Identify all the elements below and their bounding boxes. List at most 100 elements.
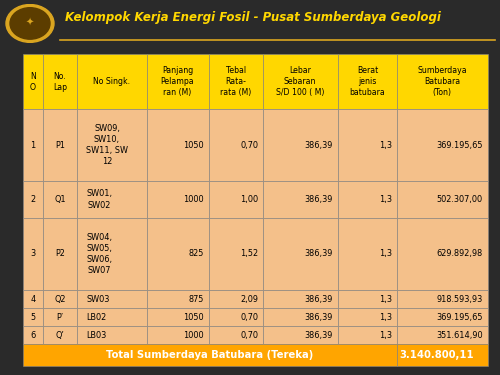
Text: 351.614,90: 351.614,90 <box>436 331 483 340</box>
Bar <box>22 109 43 182</box>
Bar <box>77 109 146 182</box>
Text: SW09,
SW10,
SW11, SW
12: SW09, SW10, SW11, SW 12 <box>86 124 128 166</box>
Bar <box>397 290 488 308</box>
Bar <box>338 290 397 308</box>
Bar <box>43 290 77 308</box>
Bar <box>77 54 146 109</box>
Text: ✦: ✦ <box>26 18 34 28</box>
Bar <box>263 217 338 290</box>
Bar <box>397 345 488 366</box>
Bar <box>338 109 397 182</box>
Text: 502.307,00: 502.307,00 <box>436 195 483 204</box>
Bar <box>208 290 263 308</box>
Circle shape <box>6 4 54 42</box>
Text: SW01,
SW02: SW01, SW02 <box>86 189 112 210</box>
Bar <box>208 54 263 109</box>
Text: 6: 6 <box>30 331 36 340</box>
Text: 1,3: 1,3 <box>380 195 392 204</box>
Text: 875: 875 <box>188 295 204 304</box>
Text: 825: 825 <box>188 249 204 258</box>
Bar <box>397 182 488 218</box>
Bar <box>263 54 338 109</box>
Text: No Singk.: No Singk. <box>93 77 130 86</box>
Text: 369.195,65: 369.195,65 <box>436 313 483 322</box>
Bar <box>22 290 43 308</box>
Text: 3: 3 <box>30 249 36 258</box>
Bar <box>208 217 263 290</box>
Text: Tebal
Rata-
rata (M): Tebal Rata- rata (M) <box>220 66 252 97</box>
Bar <box>397 217 488 290</box>
Text: No.
Lap: No. Lap <box>53 72 67 92</box>
Bar <box>208 182 263 218</box>
Text: 1,52: 1,52 <box>240 249 258 258</box>
Text: LB03: LB03 <box>86 331 106 340</box>
Text: P2: P2 <box>55 249 65 258</box>
Circle shape <box>10 8 50 39</box>
Bar <box>22 308 43 326</box>
Bar <box>77 308 146 326</box>
Bar <box>263 308 338 326</box>
Bar <box>77 182 146 218</box>
Bar <box>397 109 488 182</box>
Text: Kelompok Kerja Energi Fosil - Pusat Sumberdaya Geologi: Kelompok Kerja Energi Fosil - Pusat Sumb… <box>65 10 441 24</box>
Text: 386,39: 386,39 <box>304 141 333 150</box>
Bar <box>43 326 77 345</box>
Bar <box>338 182 397 218</box>
Bar <box>263 326 338 345</box>
Bar <box>146 54 208 109</box>
Text: SW04,
SW05,
SW06,
SW07: SW04, SW05, SW06, SW07 <box>86 233 112 275</box>
Bar <box>338 217 397 290</box>
Text: 386,39: 386,39 <box>304 295 333 304</box>
Text: 4: 4 <box>30 295 36 304</box>
Bar <box>43 54 77 109</box>
Text: 918.593,93: 918.593,93 <box>436 295 483 304</box>
Text: 386,39: 386,39 <box>304 313 333 322</box>
Bar <box>77 326 146 345</box>
Text: 1000: 1000 <box>183 195 204 204</box>
Text: P1: P1 <box>55 141 65 150</box>
Text: 0,70: 0,70 <box>240 331 258 340</box>
Bar <box>22 182 43 218</box>
Text: 1: 1 <box>30 141 36 150</box>
Bar <box>263 182 338 218</box>
Text: Q2: Q2 <box>54 295 66 304</box>
Bar <box>77 217 146 290</box>
Text: Q’: Q’ <box>56 331 64 340</box>
Bar <box>208 308 263 326</box>
Bar <box>338 308 397 326</box>
Bar <box>263 109 338 182</box>
Bar <box>397 308 488 326</box>
Bar <box>22 326 43 345</box>
Text: 3.140.800,11: 3.140.800,11 <box>399 350 473 360</box>
Bar <box>146 308 208 326</box>
Text: 369.195,65: 369.195,65 <box>436 141 483 150</box>
Bar <box>43 109 77 182</box>
Text: 629.892,98: 629.892,98 <box>436 249 483 258</box>
Text: 1,3: 1,3 <box>380 295 392 304</box>
Bar <box>43 182 77 218</box>
Bar <box>43 308 77 326</box>
Text: Q1: Q1 <box>54 195 66 204</box>
Text: 0,70: 0,70 <box>240 141 258 150</box>
Text: 0,70: 0,70 <box>240 313 258 322</box>
Text: Panjang
Pelampa
ran (M): Panjang Pelampa ran (M) <box>160 66 194 97</box>
Bar <box>22 217 43 290</box>
Text: 2,09: 2,09 <box>240 295 258 304</box>
Text: Lebar
Sebaran
S/D 100 ( M): Lebar Sebaran S/D 100 ( M) <box>276 66 324 97</box>
Text: 1,3: 1,3 <box>380 249 392 258</box>
Text: 2: 2 <box>30 195 36 204</box>
Bar <box>22 54 43 109</box>
Text: 5: 5 <box>30 313 36 322</box>
Text: 386,39: 386,39 <box>304 331 333 340</box>
Text: LB02: LB02 <box>86 313 106 322</box>
Bar <box>208 109 263 182</box>
Text: N
O: N O <box>30 72 36 92</box>
Text: 1,3: 1,3 <box>380 313 392 322</box>
Text: SW03: SW03 <box>86 295 110 304</box>
Bar <box>77 290 146 308</box>
Text: Berat
jenis
batubara: Berat jenis batubara <box>350 66 385 97</box>
Bar <box>146 326 208 345</box>
Bar <box>338 54 397 109</box>
Bar <box>146 182 208 218</box>
Text: 1000: 1000 <box>183 331 204 340</box>
